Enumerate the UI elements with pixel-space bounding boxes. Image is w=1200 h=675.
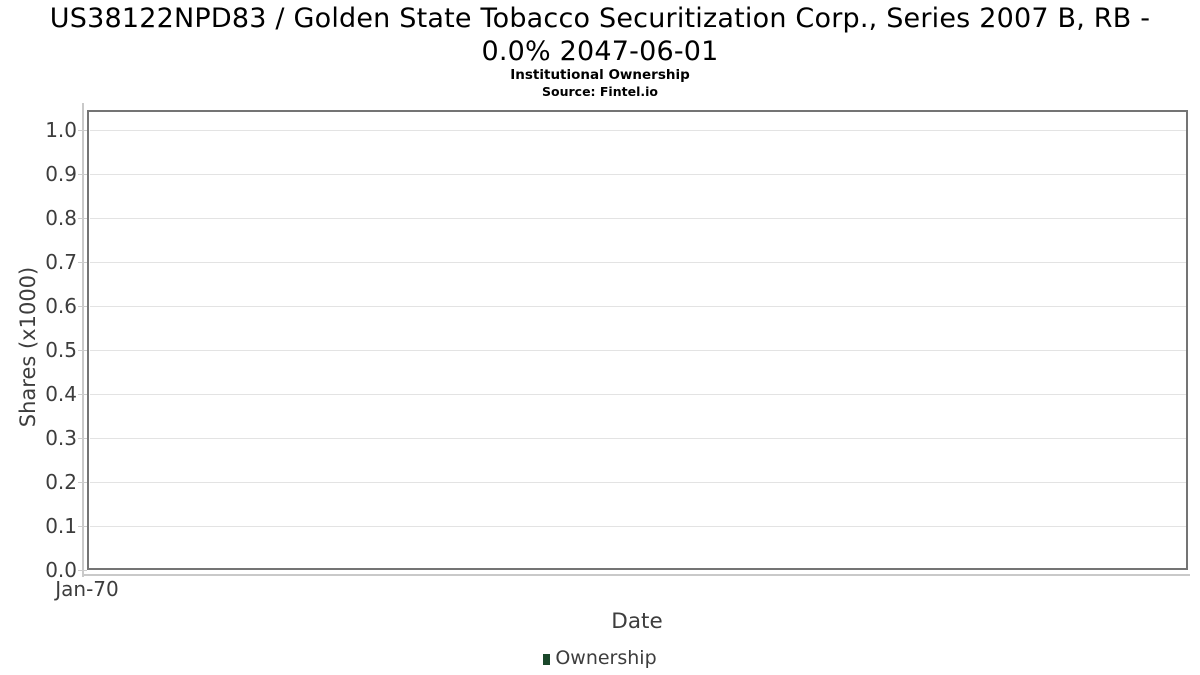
gridline	[90, 394, 1186, 395]
y-tick-mark	[78, 174, 87, 175]
y-axis-line	[82, 103, 84, 577]
y-tick-mark	[78, 394, 87, 395]
y-tick-label: 0.2	[45, 470, 77, 494]
y-tick-mark	[78, 570, 87, 571]
y-tick-label: 0.9	[45, 162, 77, 186]
gridline	[90, 438, 1186, 439]
y-tick-mark	[78, 438, 87, 439]
gridline	[90, 130, 1186, 131]
y-axis-title: Shares (x1000)	[16, 266, 40, 428]
gridline	[90, 218, 1186, 219]
y-tick-mark	[78, 350, 87, 351]
y-tick-label: 0.3	[45, 426, 77, 450]
chart-title: US38122NPD83 / Golden State Tobacco Secu…	[49, 3, 1151, 67]
legend-label: Ownership	[555, 647, 657, 669]
y-tick-label: 0.0	[45, 558, 77, 582]
y-tick-label: 0.7	[45, 250, 77, 274]
y-tick-mark	[78, 526, 87, 527]
legend-item-ownership[interactable]: Ownership	[543, 647, 657, 669]
gridline	[90, 306, 1186, 307]
gridline	[90, 262, 1186, 263]
y-tick-mark	[78, 218, 87, 219]
chart-source: Source: Fintel.io	[542, 84, 658, 99]
y-tick-mark	[78, 130, 87, 131]
gridline	[90, 174, 1186, 175]
y-tick-label: 0.8	[45, 206, 77, 230]
plot-area	[87, 110, 1188, 570]
y-tick-mark	[78, 262, 87, 263]
y-tick-mark	[78, 306, 87, 307]
x-axis-title: Date	[611, 609, 663, 634]
gridline	[90, 526, 1186, 527]
y-tick-mark	[78, 482, 87, 483]
x-tick-label: Jan-70	[55, 577, 119, 601]
y-tick-label: 1.0	[45, 118, 77, 142]
y-tick-label: 0.4	[45, 382, 77, 406]
y-tick-label: 0.5	[45, 338, 77, 362]
x-axis-line	[82, 574, 1190, 576]
legend: Ownership	[0, 647, 1200, 669]
legend-marker-icon	[543, 653, 551, 665]
gridline	[90, 482, 1186, 483]
y-tick-label: 0.6	[45, 294, 77, 318]
chart-subtitle: Institutional Ownership	[510, 67, 690, 83]
y-tick-label: 0.1	[45, 514, 77, 538]
gridline	[90, 350, 1186, 351]
